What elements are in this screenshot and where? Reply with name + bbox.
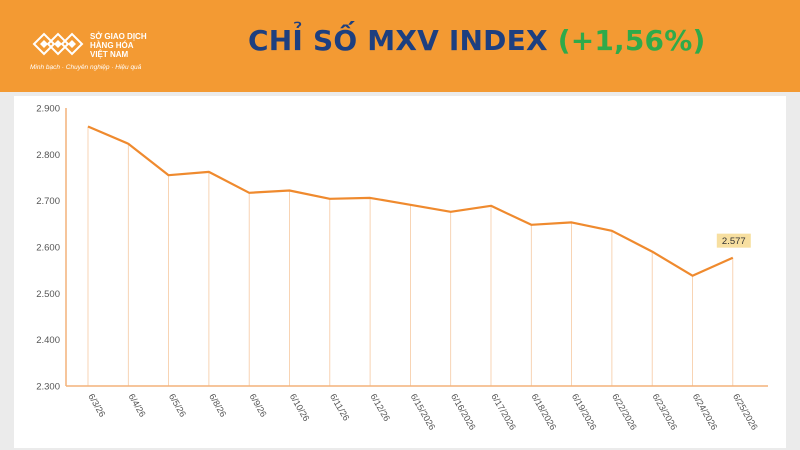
- x-tick-label: 6/25/2026: [731, 392, 760, 432]
- y-tick-label: 2.300: [36, 382, 60, 393]
- logo-text: SỞ GIAO DỊCH HÀNG HÓA VIỆT NAM: [90, 32, 147, 59]
- x-tick-label: 6/12/26: [368, 392, 392, 423]
- y-tick-label: 2.500: [36, 289, 60, 300]
- y-tick-label: 2.700: [36, 196, 60, 207]
- y-tick-label: 2.900: [36, 104, 60, 115]
- x-tick-label: 6/8/26: [207, 392, 228, 419]
- x-tick-label: 6/23/2026: [650, 392, 679, 432]
- y-tick-label: 2.600: [36, 243, 60, 254]
- logo-line-3: VIỆT NAM: [90, 50, 129, 59]
- page-title: CHỈ SỐ MXV INDEX (+1,56%): [248, 24, 706, 57]
- x-tick-label: 6/19/2026: [570, 392, 599, 432]
- index-change: (+1,56%): [557, 24, 706, 57]
- logo-line-1: SỞ GIAO DỊCH: [90, 32, 147, 41]
- x-tick-label: 6/3/26: [86, 392, 107, 419]
- x-tick-label: 6/11/26: [328, 392, 351, 422]
- header-bar: SỞ GIAO DỊCH HÀNG HÓA VIỆT NAM Minh bạch…: [0, 0, 800, 92]
- logo-tagline: Minh bạch · Chuyên nghiệp · Hiệu quả: [30, 64, 142, 71]
- x-tick-label: 6/24/2026: [691, 392, 720, 432]
- drop-lines: [87, 126, 734, 386]
- x-tick-label: 6/5/26: [167, 392, 188, 419]
- logo-line-2: HÀNG HÓA: [90, 41, 134, 50]
- y-axis-ticks: 2.300 2.400 2.500 2.600 2.700 2.800 2.900: [36, 104, 60, 393]
- title-text: CHỈ SỐ MXV INDEX: [248, 24, 548, 57]
- data-label: 2.577: [722, 236, 746, 247]
- x-tick-label: 6/16/2026: [449, 392, 478, 432]
- x-tick-label: 6/18/2026: [530, 392, 559, 432]
- x-tick-label: 6/15/2026: [409, 392, 438, 432]
- x-tick-label: 6/4/26: [127, 392, 148, 419]
- series-line: [87, 125, 734, 277]
- x-tick-label: 6/10/26: [288, 392, 312, 423]
- x-tick-label: 6/22/2026: [610, 392, 639, 432]
- y-tick-label: 2.800: [36, 150, 60, 161]
- logo-mark-icon: [32, 32, 84, 56]
- x-tick-label: 6/9/26: [247, 392, 268, 419]
- last-value-label: 2.577: [716, 233, 751, 248]
- x-axis-ticks: 6/3/26 6/4/26 6/5/26 6/8/26 6/9/26 6/10/26 6/1…: [86, 392, 759, 432]
- y-tick-label: 2.400: [36, 335, 60, 346]
- x-tick-label: 6/17/2026: [489, 392, 518, 432]
- exchange-logo: SỞ GIAO DỊCH HÀNG HÓA VIỆT NAM Minh bạch…: [30, 30, 180, 80]
- data-label-box: [716, 233, 751, 248]
